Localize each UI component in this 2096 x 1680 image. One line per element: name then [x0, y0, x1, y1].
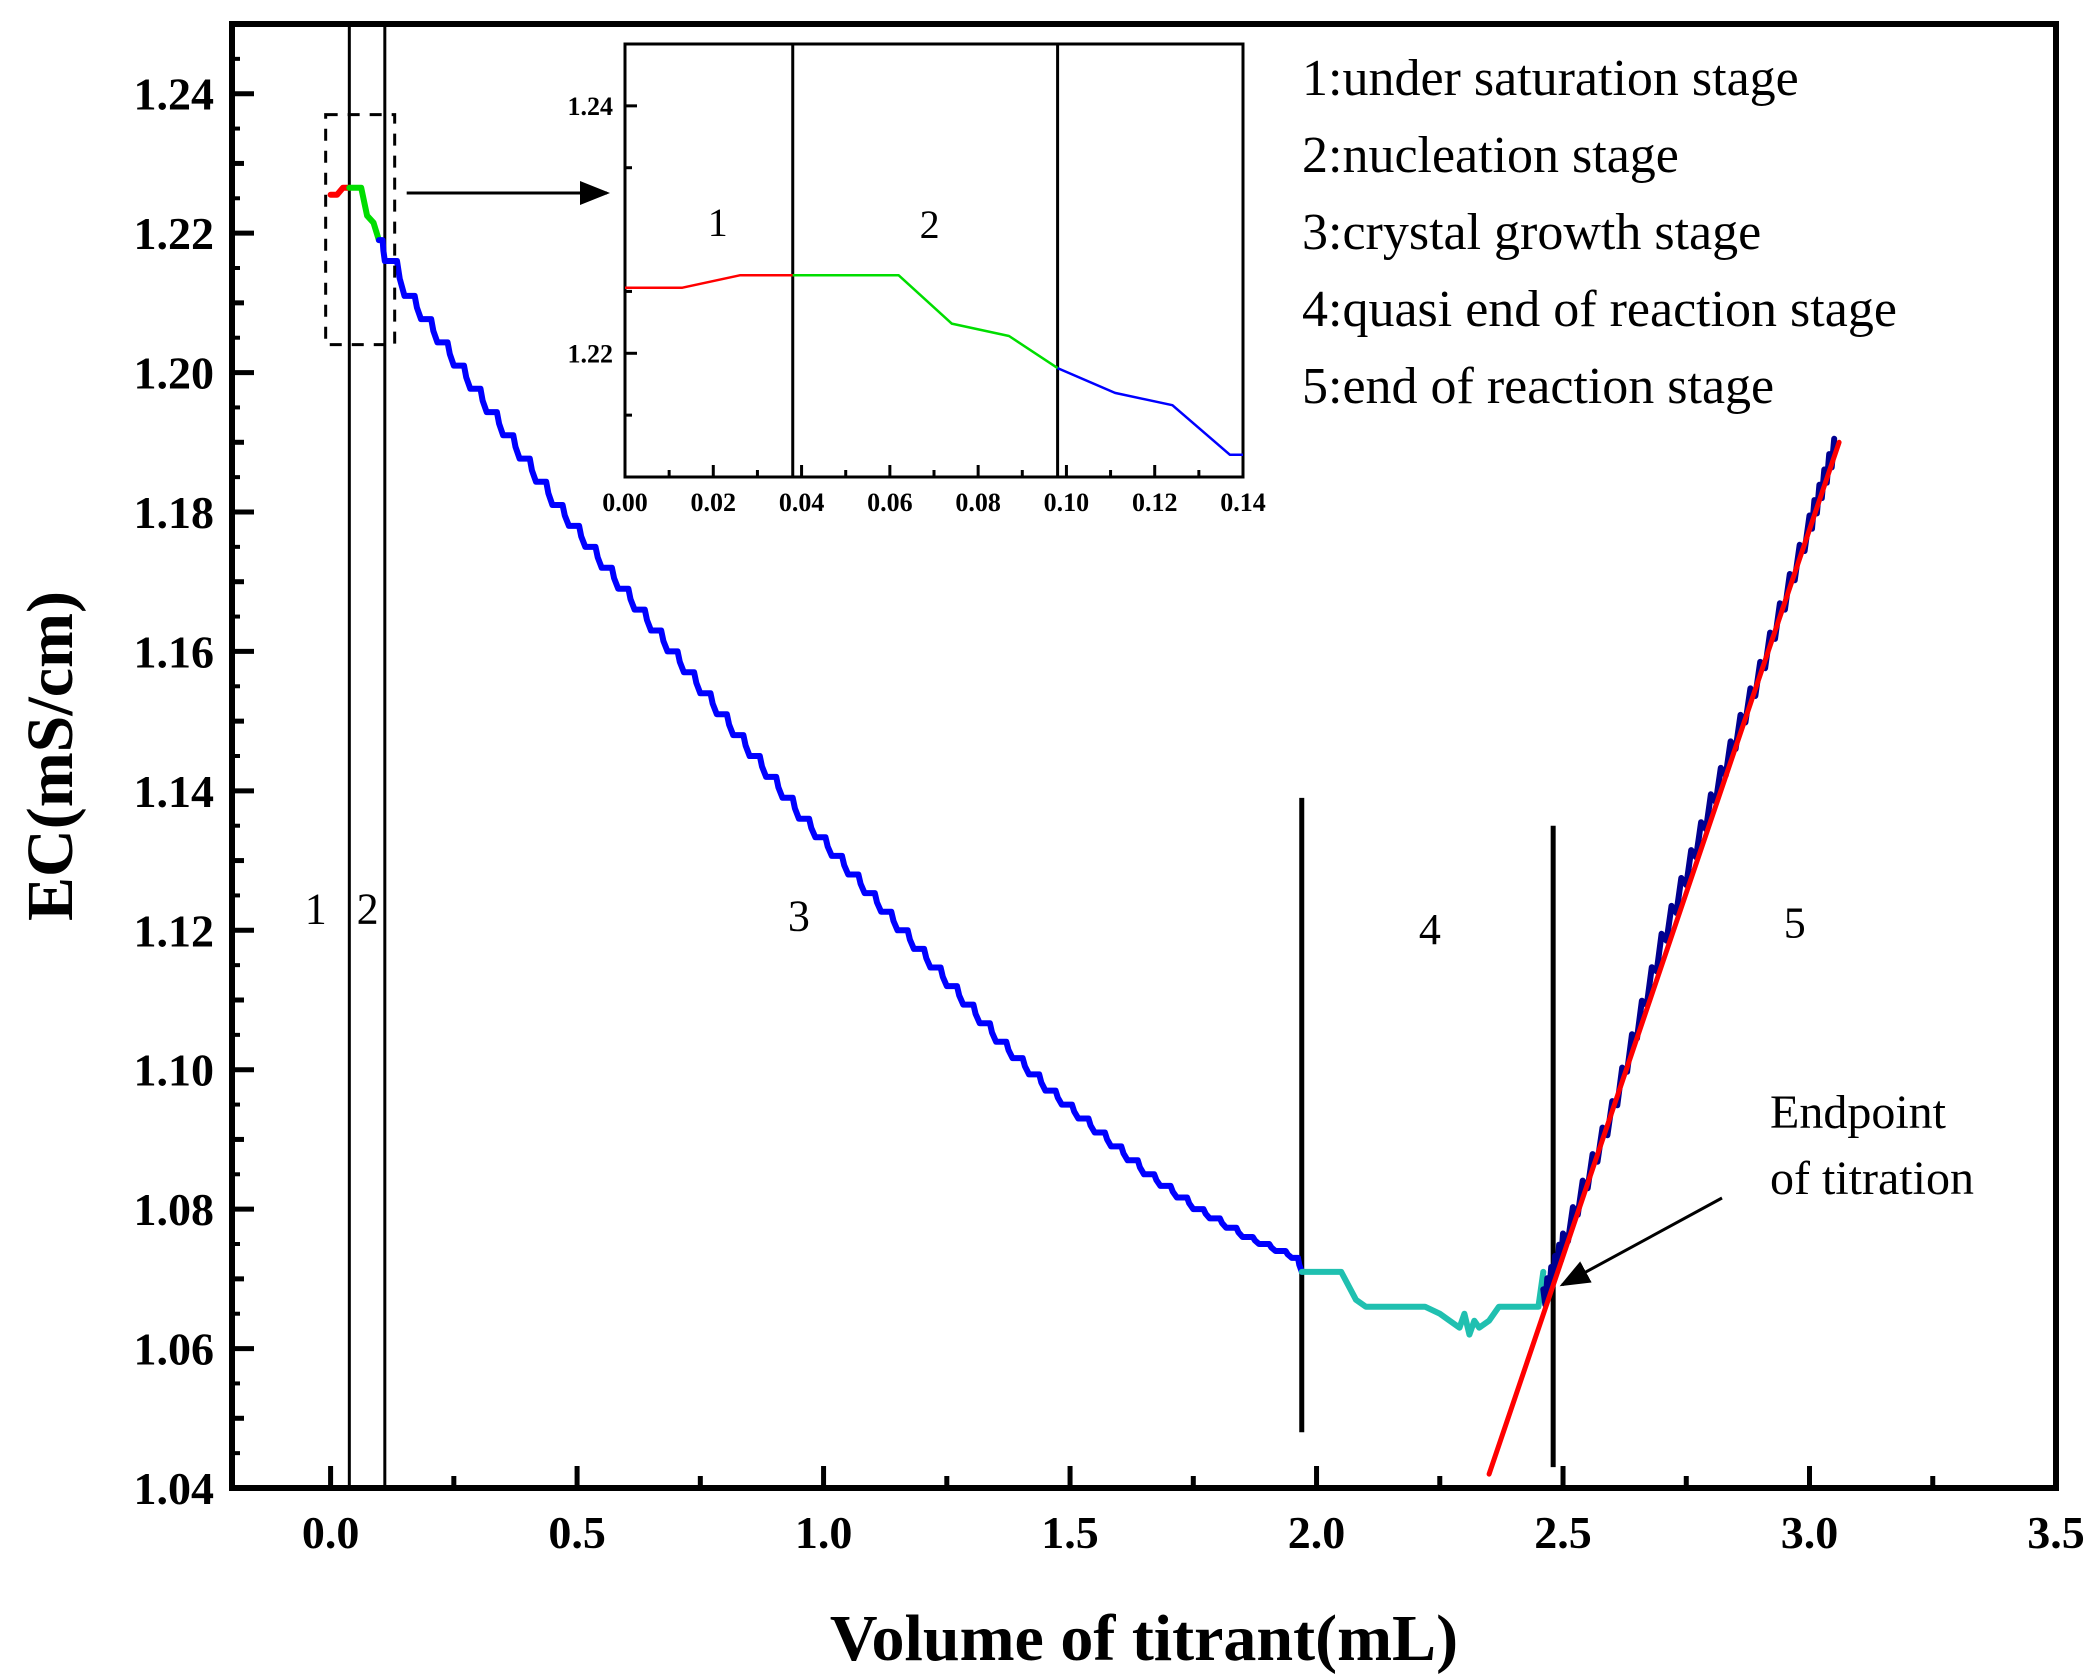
- x-tick-label: 2.0: [1288, 1507, 1346, 1558]
- legend-entry: 5:end of reaction stage: [1302, 358, 1774, 415]
- endpoint-annotation-text: Endpoint: [1770, 1086, 1947, 1139]
- x-tick-label: 3.0: [1781, 1507, 1839, 1558]
- inset-x-tick-label: 0.04: [779, 488, 825, 517]
- inset-x-tick-label: 0.02: [691, 488, 737, 517]
- x-tick-label: 3.5: [2027, 1507, 2085, 1558]
- stage-label: 4: [1419, 905, 1441, 954]
- inset-y-tick-label: 1.24: [568, 92, 614, 121]
- series-line-stage-2: [346, 184, 382, 244]
- y-tick-label: 1.06: [134, 1324, 215, 1375]
- x-tick-label: 2.5: [1534, 1507, 1592, 1558]
- inset-x-tick-label: 0.00: [602, 488, 648, 517]
- stage-label: 1: [305, 884, 327, 933]
- x-tick-label: 1.0: [795, 1507, 853, 1558]
- main-plot-area: 1.041.061.081.101.121.141.161.181.201.22…: [14, 21, 2085, 1675]
- zoom-region-box: [324, 113, 397, 347]
- x-axis-title: Volume of titrant(mL): [830, 1602, 1458, 1675]
- series-line-stage-3: [375, 237, 1305, 1275]
- inset-plot-area: 1.22 1.24 0.00 0.02 0.04 0.06 0.08 0.10 0.12 0.14…: [568, 42, 1266, 517]
- inset-x-tick-label: 0.12: [1132, 488, 1178, 517]
- inset-stage-label: 1: [708, 200, 728, 245]
- stage-label: 3: [788, 891, 810, 940]
- inset-series-line-stage-1: [625, 274, 793, 289]
- y-tick-label: 1.14: [134, 766, 215, 817]
- x-tick-label: 0.5: [548, 1507, 606, 1558]
- legend-entry: 4:quasi end of reaction stage: [1302, 281, 1897, 338]
- inset-y-tick-label: 1.22: [568, 339, 614, 368]
- y-tick-label: 1.12: [134, 905, 215, 956]
- x-tick-label: 1.5: [1041, 1507, 1099, 1558]
- y-tick-label: 1.20: [134, 348, 215, 399]
- series-line-stage-1: [327, 184, 353, 198]
- inset-series-line-stage-3: [1057, 366, 1243, 456]
- annotation-layer: 1:under saturation stage 2:nucleation sta…: [406, 50, 1974, 1287]
- inset-x-tick-label: 0.08: [955, 488, 1001, 517]
- y-tick-label: 1.22: [134, 208, 215, 259]
- inset-stage-label: 2: [920, 202, 940, 247]
- inset-series-line-stage-2: [792, 274, 1059, 370]
- series-line-stage-4: [1298, 1268, 1547, 1338]
- y-tick-label: 1.18: [134, 487, 215, 538]
- stage-label: 2: [357, 884, 379, 933]
- endpoint-arrow: [1559, 1196, 1723, 1287]
- x-tick-label: 0.0: [302, 1507, 360, 1558]
- inset-x-tick-label: 0.10: [1044, 488, 1090, 517]
- legend-entry: 1:under saturation stage: [1302, 50, 1799, 107]
- endpoint-annotation-text: of titration: [1770, 1152, 1974, 1205]
- y-axis-title: EC(mS/cm): [14, 591, 87, 921]
- legend-entry: 2:nucleation stage: [1302, 127, 1679, 184]
- y-tick-label: 1.08: [134, 1184, 215, 1235]
- y-tick-label: 1.10: [134, 1045, 215, 1096]
- y-tick-label: 1.16: [134, 626, 215, 677]
- inset-x-tick-label: 0.06: [867, 488, 913, 517]
- linear-fit-line: [1486, 439, 1842, 1477]
- y-tick-label: 1.04: [134, 1463, 215, 1514]
- legend-entry: 3:crystal growth stage: [1302, 204, 1761, 261]
- y-tick-label: 1.24: [134, 69, 215, 120]
- inset-frame: [623, 42, 1245, 479]
- inset-x-tick-label: 0.14: [1220, 488, 1266, 517]
- stage-label: 5: [1784, 898, 1806, 947]
